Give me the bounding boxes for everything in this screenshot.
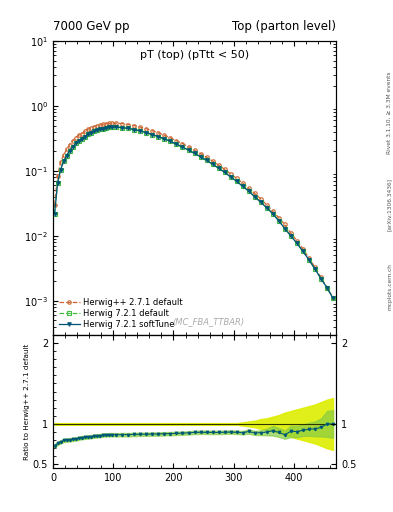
Herwig 7.2.1 softTune [144, 130, 149, 136]
Text: Rivet 3.1.10, ≥ 3.3M events: Rivet 3.1.10, ≥ 3.3M events [387, 71, 392, 154]
Herwig 7.2.1 default [144, 130, 149, 136]
Line: Herwig++ 2.7.1 default: Herwig++ 2.7.1 default [53, 121, 335, 300]
Text: mcplots.cern.ch: mcplots.cern.ch [387, 263, 392, 310]
Herwig 7.2.1 default [61, 158, 66, 164]
Text: pT (top) (pTtt < 50): pT (top) (pTtt < 50) [140, 50, 249, 60]
Herwig 7.2.1 default [234, 178, 239, 184]
Line: Herwig 7.2.1 softTune: Herwig 7.2.1 softTune [53, 125, 335, 300]
Y-axis label: Ratio to Herwig++ 2.7.1 default: Ratio to Herwig++ 2.7.1 default [24, 344, 30, 460]
Herwig 7.2.1 default [331, 295, 335, 301]
Text: [arXiv:1306.3436]: [arXiv:1306.3436] [387, 178, 392, 231]
Herwig 7.2.1 softTune [97, 126, 102, 133]
Herwig 7.2.1 softTune [61, 158, 66, 164]
Herwig++ 2.7.1 default [97, 122, 102, 128]
Herwig 7.2.1 default [97, 126, 102, 133]
Herwig++ 2.7.1 default [114, 120, 119, 126]
Herwig 7.2.1 default [114, 124, 119, 130]
Herwig 7.2.1 softTune [52, 210, 57, 217]
Herwig 7.2.1 default [228, 174, 233, 180]
Herwig++ 2.7.1 default [61, 152, 66, 158]
Text: Top (parton level): Top (parton level) [232, 20, 336, 33]
Herwig 7.2.1 softTune [58, 166, 63, 173]
Text: 7000 GeV pp: 7000 GeV pp [53, 20, 130, 33]
Herwig++ 2.7.1 default [331, 295, 335, 301]
Herwig 7.2.1 default [52, 210, 57, 217]
Herwig 7.2.1 default [58, 166, 63, 173]
Line: Herwig 7.2.1 default: Herwig 7.2.1 default [53, 125, 335, 300]
Herwig++ 2.7.1 default [52, 202, 57, 208]
Herwig 7.2.1 softTune [114, 124, 119, 130]
Herwig 7.2.1 softTune [331, 295, 335, 301]
Herwig++ 2.7.1 default [228, 171, 233, 177]
Text: (MC_FBA_TTBAR): (MC_FBA_TTBAR) [173, 317, 245, 326]
Herwig++ 2.7.1 default [234, 175, 239, 181]
Herwig 7.2.1 softTune [228, 174, 233, 180]
Herwig++ 2.7.1 default [144, 126, 149, 132]
Herwig++ 2.7.1 default [58, 159, 63, 165]
Herwig 7.2.1 softTune [234, 178, 239, 184]
Legend: Herwig++ 2.7.1 default, Herwig 7.2.1 default, Herwig 7.2.1 softTune: Herwig++ 2.7.1 default, Herwig 7.2.1 def… [57, 296, 184, 331]
